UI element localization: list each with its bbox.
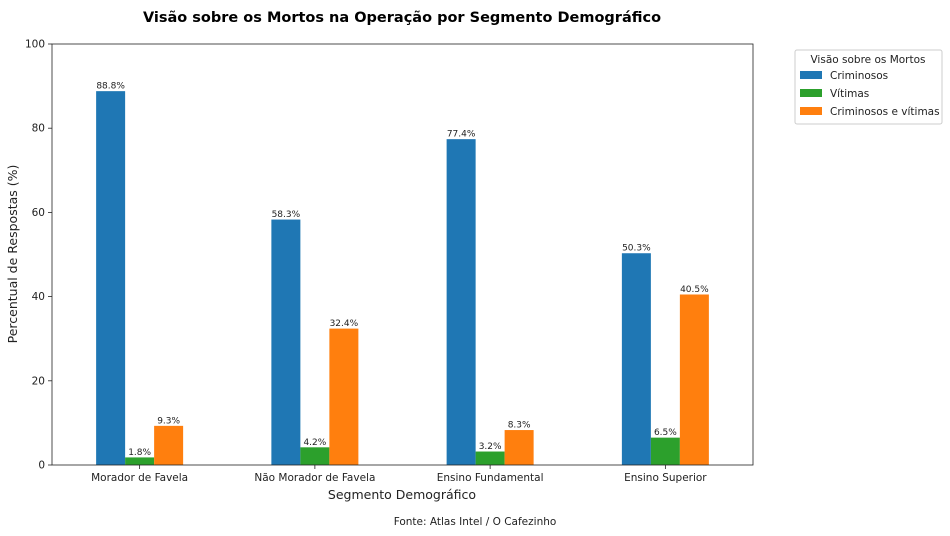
legend-entry: Vítimas — [830, 88, 869, 100]
x-axis-ticks: Morador de Favela Não Morador de Favela En… — [91, 465, 707, 484]
bar — [679, 294, 709, 465]
source-note: Fonte: Atlas Intel / O Cafezinho — [394, 516, 557, 528]
x-tick-label: Ensino Fundamental — [437, 472, 544, 484]
x-tick-label: Ensino Superior — [624, 472, 707, 484]
data-label: 77.4% — [447, 130, 476, 140]
plot-area — [51, 43, 754, 466]
bar — [300, 447, 330, 465]
y-tick-label: 40 — [32, 291, 45, 303]
data-label: 4.2% — [303, 438, 326, 448]
data-label: 58.3% — [272, 210, 301, 220]
bar — [154, 425, 184, 465]
bar — [621, 253, 651, 465]
data-label: 8.3% — [508, 421, 531, 431]
legend: Visão sobre os Mortos Criminosos Vítimas C… — [794, 49, 943, 125]
x-tick-label: Morador de Favela — [91, 472, 188, 484]
legend-frame — [794, 49, 943, 125]
data-label: 9.3% — [157, 416, 180, 426]
data-label: 50.3% — [622, 244, 651, 254]
bars — [96, 91, 709, 465]
legend-entry: Criminosos e vítimas — [830, 106, 940, 118]
data-label: 88.8% — [96, 82, 125, 92]
legend-title: Visão sobre os Mortos — [810, 54, 925, 66]
legend-swatch — [800, 107, 822, 115]
data-labels: 88.8% 1.8% 9.3% 58.3% 4.2% 32.4% 77.4% 3.2% 8.3%… — [96, 82, 709, 458]
bar — [329, 328, 359, 465]
bar — [271, 219, 301, 465]
legend-entry: Criminosos — [830, 70, 888, 82]
legend-swatch — [800, 71, 822, 79]
data-label: 6.5% — [654, 428, 677, 438]
legend-swatch — [800, 89, 822, 97]
axes-frame — [51, 43, 754, 466]
data-label: 32.4% — [330, 319, 359, 329]
bar — [475, 451, 505, 465]
bar — [446, 139, 476, 465]
bar — [504, 430, 534, 465]
x-tick-label: Não Morador de Favela — [254, 472, 375, 484]
bar — [650, 437, 680, 465]
y-tick-label: 60 — [32, 207, 45, 219]
bar — [125, 457, 155, 465]
y-tick-label: 80 — [32, 123, 45, 135]
chart-title: Visão sobre os Mortos na Operação por Se… — [143, 10, 661, 26]
y-tick-label: 0 — [38, 460, 45, 472]
y-tick-label: 20 — [32, 375, 45, 387]
data-label: 40.5% — [680, 285, 709, 295]
y-tick-label: 100 — [25, 39, 45, 51]
y-axis-label: Percentual de Respostas (%) — [5, 165, 20, 344]
x-axis-label: Segmento Demográfico — [328, 487, 476, 502]
data-label: 1.8% — [128, 448, 151, 458]
bar — [96, 91, 126, 465]
y-axis-ticks: 0 20 40 60 80 100 — [25, 39, 52, 472]
data-label: 3.2% — [479, 442, 502, 452]
